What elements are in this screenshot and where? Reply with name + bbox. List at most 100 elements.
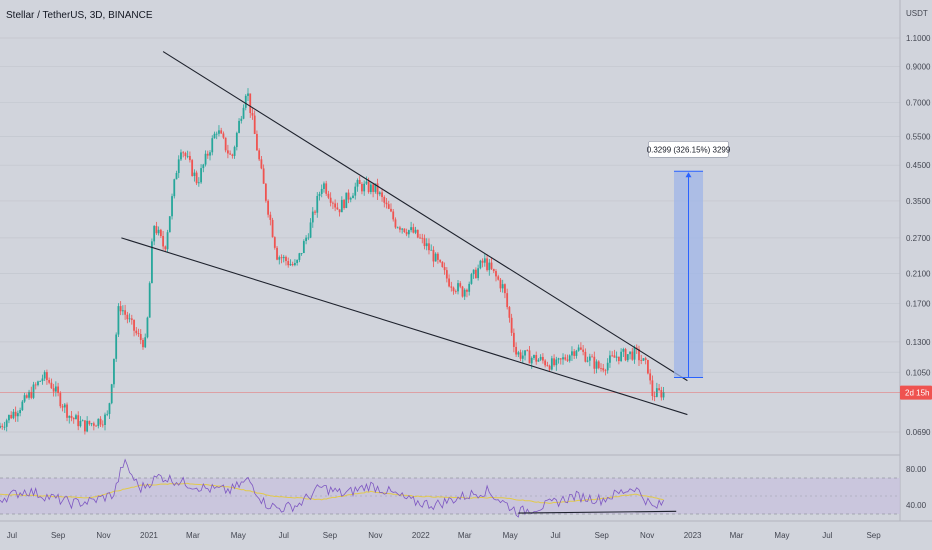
candle-body <box>443 267 446 271</box>
candle-body <box>285 256 287 262</box>
candle-body <box>233 147 236 156</box>
candle-body <box>119 306 122 312</box>
candle-body <box>231 154 234 156</box>
candle-body <box>546 365 549 367</box>
candle-body <box>517 352 520 355</box>
candle-body <box>213 133 216 139</box>
candle-body <box>235 132 238 148</box>
candle-body <box>12 411 15 419</box>
candle-body <box>584 351 587 362</box>
candle-body <box>479 260 482 269</box>
candle-body <box>30 391 33 398</box>
candle-body <box>633 347 636 360</box>
candle-body <box>244 95 247 108</box>
upper-trendline[interactable] <box>162 51 688 382</box>
candle-body <box>97 418 100 427</box>
symbol-title[interactable]: Stellar / TetherUS, 3D, BINANCE <box>6 10 153 21</box>
candle-body <box>352 195 354 199</box>
candle-body <box>412 227 415 233</box>
candle-body <box>579 347 582 350</box>
candle-body <box>75 415 77 420</box>
candle-body <box>405 231 408 235</box>
time-tick-label: May <box>503 531 518 540</box>
price-axis[interactable]: USDT 1.1000 0.9000 0.7000 0.5500 0.4500 0.350… <box>906 9 931 437</box>
candle-body <box>204 153 207 165</box>
candle-body <box>470 274 473 284</box>
candle-body <box>302 241 305 253</box>
candle-body <box>110 384 113 404</box>
candle-body <box>126 314 129 320</box>
rsi-divergence-line[interactable] <box>518 510 677 514</box>
candle-body <box>256 133 258 151</box>
candle-body <box>649 373 652 381</box>
candle-body <box>148 283 151 318</box>
candle-body <box>238 120 240 133</box>
candle-body <box>117 306 120 335</box>
price-tick-label: 0.7000 <box>906 98 931 107</box>
candle-body <box>481 260 484 263</box>
candle-body <box>258 150 261 160</box>
candle-body <box>8 414 10 421</box>
candle-body <box>620 351 623 362</box>
candle-body <box>515 346 518 355</box>
price-range-measure[interactable]: 0.3299 (326.15%) 3299 <box>647 140 731 379</box>
candle-body <box>647 359 649 374</box>
candle-body <box>130 318 133 320</box>
candle-body <box>323 183 325 189</box>
candle-body <box>34 384 37 386</box>
candle-body <box>222 133 225 138</box>
candles[interactable] <box>0 88 665 435</box>
candle-body <box>72 417 75 420</box>
candle-body <box>155 226 158 234</box>
candle-body <box>43 372 46 379</box>
candle-body <box>430 249 433 251</box>
candle-body <box>593 356 596 369</box>
candle-body <box>363 183 366 192</box>
candle-body <box>316 195 319 213</box>
candle-body <box>314 211 316 213</box>
candle-body <box>137 333 140 335</box>
candle-body <box>506 293 509 308</box>
candle-body <box>305 237 307 242</box>
candle-body <box>104 414 106 425</box>
time-axis[interactable]: Jul Sep Nov 2021 Mar May Jul Sep Nov 2022 Mar May Ju… <box>7 531 881 540</box>
candle-body <box>253 115 256 134</box>
candle-body <box>320 188 323 194</box>
candle-body <box>624 349 627 361</box>
candle-body <box>571 351 573 356</box>
candle-body <box>521 355 524 359</box>
time-tick-label: Jul <box>550 531 560 540</box>
lower-trendline[interactable] <box>121 237 688 416</box>
candle-body <box>369 184 372 193</box>
candle-body <box>200 168 202 183</box>
candle-body <box>347 192 350 200</box>
candle-body <box>349 198 352 200</box>
candle-body <box>550 358 553 370</box>
candle-body <box>186 155 189 157</box>
candle-body <box>189 155 191 161</box>
candle-body <box>434 253 437 262</box>
measure-label: 0.3299 (326.15%) 3299 <box>647 145 731 154</box>
candle-body <box>21 401 24 411</box>
candle-body <box>416 229 419 238</box>
price-tick-label: 0.2100 <box>906 270 931 279</box>
current-price-tag: 2d 15h <box>900 385 932 400</box>
candle-body <box>544 360 547 366</box>
candle-body <box>483 258 486 263</box>
rsi-axis[interactable]: 80.00 40.00 <box>906 465 927 510</box>
price-tick-label: 0.0690 <box>906 428 931 437</box>
rsi-pane[interactable] <box>0 458 900 518</box>
candle-body <box>10 414 13 419</box>
candle-body <box>530 358 533 364</box>
candle-body <box>394 219 397 228</box>
price-tick-label: 0.9000 <box>906 63 931 72</box>
candle-body <box>81 420 84 422</box>
candle-body <box>535 355 538 362</box>
candle-body <box>539 356 542 360</box>
candle-body <box>3 426 6 428</box>
candle-body <box>378 192 381 195</box>
candle-body <box>240 118 243 121</box>
candle-body <box>468 283 471 292</box>
candle-body <box>613 355 616 358</box>
